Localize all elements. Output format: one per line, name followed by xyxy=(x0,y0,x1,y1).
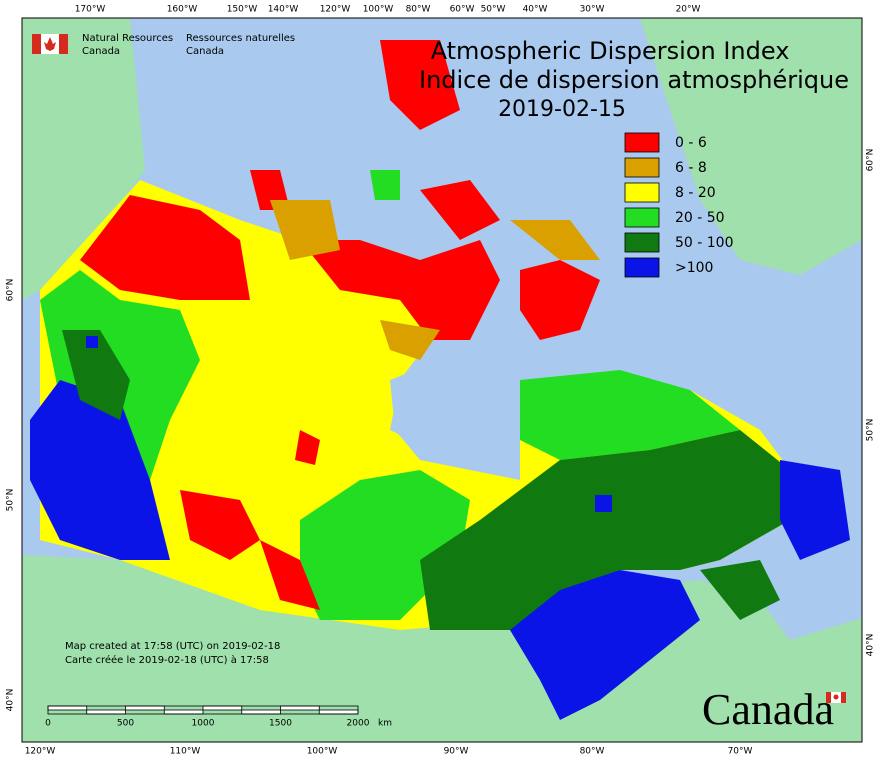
index-region xyxy=(380,40,460,130)
legend-swatch xyxy=(624,257,660,278)
graticule-label: 150°W xyxy=(227,5,258,15)
graticule-label: 30°W xyxy=(580,5,605,15)
scale-segment xyxy=(125,705,165,711)
graticule-label: 80°W xyxy=(580,747,605,757)
greenland xyxy=(640,18,862,275)
scale-bar xyxy=(47,705,359,715)
maple-leaf xyxy=(833,694,839,700)
index-region xyxy=(510,220,600,260)
legend-swatch xyxy=(624,232,660,253)
index-region xyxy=(595,495,612,512)
index-region xyxy=(780,460,850,560)
legend-swatch xyxy=(624,182,660,203)
index-region xyxy=(510,570,700,720)
legend-label: 0 - 6 xyxy=(675,135,707,151)
flag-bar xyxy=(32,34,41,54)
maple-leaf xyxy=(44,37,56,51)
canada xyxy=(30,40,850,720)
alaska xyxy=(22,18,145,300)
graticule-label: 60°N xyxy=(866,149,876,172)
graticule-label: 100°W xyxy=(307,747,338,757)
index-region xyxy=(665,470,700,500)
graticule-label: 40°W xyxy=(523,5,548,15)
map-title: Atmospheric Dispersion Index xyxy=(431,37,790,65)
scale-segment xyxy=(202,705,243,711)
credit-line: Map created at 17:58 (UTC) on 2019-02-18 xyxy=(65,641,280,652)
hudson-bay xyxy=(390,360,520,470)
index-region xyxy=(300,240,500,340)
graticule-label: 90°W xyxy=(444,747,469,757)
flag-bar xyxy=(826,692,831,703)
legend-swatch xyxy=(624,157,660,178)
legend-label: 50 - 100 xyxy=(675,235,734,251)
scale-label: 500 xyxy=(117,719,134,729)
graticule-label: 50°N xyxy=(6,489,16,512)
index-region xyxy=(86,336,98,348)
credit-line: Carte créée le 2019-02-18 (UTC) à 17:58 xyxy=(65,654,269,666)
index-region xyxy=(520,260,600,340)
graticule-label: 40°N xyxy=(866,634,876,657)
graticule-label: 40°N xyxy=(6,689,16,712)
wordmark: Canada xyxy=(702,685,834,734)
index-region xyxy=(270,200,340,260)
scale-label: 1500 xyxy=(269,719,292,729)
index-region xyxy=(260,540,320,610)
graticule-label: 60°W xyxy=(450,5,475,15)
index-region xyxy=(420,180,500,240)
index-region xyxy=(180,490,260,560)
legend-label: >100 xyxy=(675,260,713,276)
index-region xyxy=(370,170,400,200)
map-frame xyxy=(21,17,863,743)
org-name-fr: Canada xyxy=(186,46,224,57)
graticule-label: 120°W xyxy=(25,747,56,757)
index-region xyxy=(62,330,130,420)
index-region xyxy=(380,320,440,360)
index-region xyxy=(80,195,250,300)
wordmark-flag xyxy=(826,692,846,703)
legend-swatch xyxy=(624,207,660,228)
scale-unit: km xyxy=(378,719,392,729)
graticule-label: 120°W xyxy=(320,5,351,15)
index-region xyxy=(420,430,790,630)
logo-flag xyxy=(32,34,68,54)
graticule-label: 50°N xyxy=(866,419,876,442)
graticule-label: 20°W xyxy=(676,5,701,15)
scale-label: 1000 xyxy=(192,719,215,729)
org-name-en: Canada xyxy=(82,46,120,57)
legend-label: 8 - 20 xyxy=(675,185,716,201)
index-region xyxy=(700,560,780,620)
graticule-label: 140°W xyxy=(268,5,299,15)
graticule-label: 70°W xyxy=(728,747,753,757)
index-region xyxy=(30,380,170,560)
scale-segment xyxy=(241,709,281,715)
flag-bar xyxy=(841,692,846,703)
flag-bar xyxy=(59,34,68,54)
graticule-label: 100°W xyxy=(363,5,394,15)
index-region xyxy=(295,430,320,465)
org-name-fr: Ressources naturelles xyxy=(186,33,295,44)
graticule-label: 160°W xyxy=(167,5,198,15)
legend-label: 20 - 50 xyxy=(675,210,725,226)
graticule-label: 110°W xyxy=(170,747,201,757)
graticule-label: 50°W xyxy=(481,5,506,15)
scale-segment xyxy=(163,709,204,715)
org-name-en: Natural Resources xyxy=(82,33,173,44)
scale-segment xyxy=(86,709,126,715)
scale-segment xyxy=(47,705,88,711)
graticule-label: 80°W xyxy=(406,5,431,15)
graticule-label: 170°W xyxy=(75,5,106,15)
scale-label: 2000 xyxy=(347,719,370,729)
index-region xyxy=(520,370,740,460)
map-date: 2019-02-15 xyxy=(498,97,626,122)
legend-swatch xyxy=(624,132,660,153)
graticule-label: 60°N xyxy=(6,279,16,302)
legend-label: 6 - 8 xyxy=(675,160,707,176)
scale-segment xyxy=(318,709,359,715)
scale-label: 0 xyxy=(45,719,51,729)
scale-segment xyxy=(280,705,320,711)
map-title: Indice de dispersion atmosphérique xyxy=(419,66,849,94)
